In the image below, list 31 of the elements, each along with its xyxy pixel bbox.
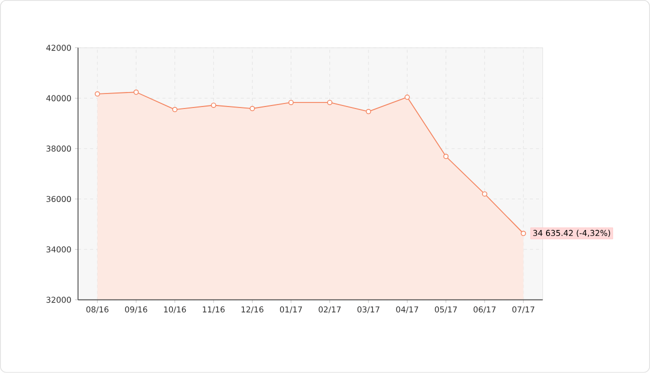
x-tick-label: 08/16 [86, 306, 108, 314]
point [288, 100, 294, 106]
point [443, 154, 449, 160]
y-tick-label: 36000 [46, 196, 71, 202]
x-tick-label: 12/16 [242, 306, 264, 314]
point [210, 102, 216, 108]
y-tick-label: 32000 [46, 296, 71, 303]
point [404, 94, 410, 100]
annotation: 34 635.42 (-4,32%) [533, 230, 610, 238]
x-tick-label: 09/16 [125, 306, 148, 314]
y-tick-label: 34000 [46, 246, 71, 253]
x-tick-label: 03/17 [357, 306, 380, 314]
point [172, 107, 178, 112]
x-tick-label: 07/17 [512, 306, 534, 314]
x-tick-label: 02/17 [318, 306, 341, 314]
point [327, 100, 332, 106]
x-tick-label: 11/16 [202, 306, 225, 314]
y-tick-label: 42000 [46, 44, 71, 51]
point [94, 91, 100, 97]
y-tick-label: 38000 [46, 146, 71, 152]
point [520, 230, 526, 236]
point [366, 109, 372, 114]
x-tick-label: 01/17 [280, 306, 302, 314]
x-tick-label: 05/17 [434, 306, 457, 314]
point [250, 106, 255, 112]
x-tick-label: 06/17 [474, 306, 496, 314]
x-tick-label: 04/17 [396, 306, 418, 314]
x-tick-label: 10/16 [164, 306, 186, 314]
y-tick-label: 40000 [46, 95, 71, 102]
point [482, 191, 488, 197]
point [134, 90, 139, 95]
